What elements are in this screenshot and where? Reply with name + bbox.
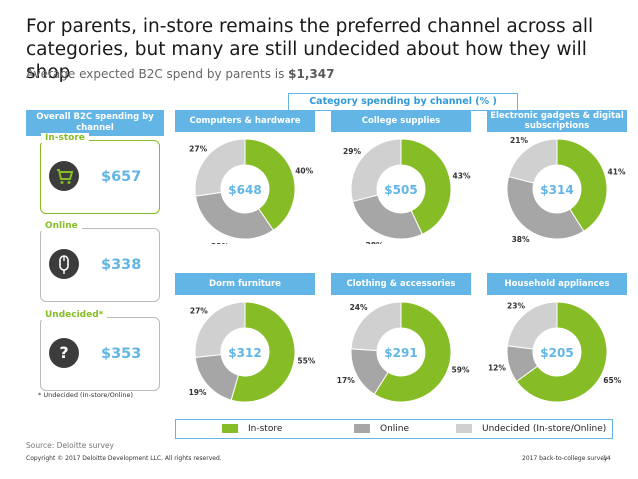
slice-label-online: 12%	[488, 363, 506, 372]
source-note: Source: Deloitte survey	[26, 441, 114, 450]
slice-label-in-store: 43%	[453, 171, 471, 180]
slice-label-in-store: 41%	[608, 168, 626, 177]
legend-item-undecided: Undecided (In-store/Online)	[456, 424, 606, 434]
donut-slice-undecided	[194, 301, 246, 358]
donut-chart-clothing: 59% 17% 24% $291	[337, 301, 470, 403]
slice-label-online: 17%	[337, 376, 355, 385]
slice-label-online: 32%	[211, 242, 229, 244]
chart-title-college-supplies: College supplies	[331, 110, 471, 132]
legend-swatch-in-store	[222, 424, 238, 433]
donut-slice-in-store	[373, 301, 452, 403]
chart-panel-clothing: Clothing & accessories 59% 17% 24% $291	[331, 273, 471, 407]
online-spend-card: Online $338	[40, 221, 160, 302]
chart-title-household: Household appliances	[487, 273, 627, 295]
undecided-spend-value: $353	[101, 346, 142, 362]
legend-label-in-store: In-store	[248, 424, 283, 434]
legend-label-undecided: Undecided (In-store/Online)	[482, 424, 607, 434]
slice-label-in-store: 55%	[297, 357, 315, 366]
chart-panel-college-supplies: College supplies 43% 28% 29% $505	[331, 110, 471, 244]
donut-chart-electronics: 41% 38% 21% $314	[506, 136, 626, 244]
donut-chart-computers: 40% 32% 27% $648	[189, 138, 314, 244]
donut-slice-in-store	[556, 138, 608, 232]
legend-swatch-undecided	[456, 424, 472, 433]
chart-legend: In-store Online Undecided (In-store/Onli…	[175, 419, 613, 439]
undecided-footnote: * Undecided (In-store/Online)	[38, 391, 134, 399]
shopping-cart-icon	[49, 161, 79, 191]
legend-label-online: Online	[380, 424, 410, 434]
chart-panel-computers: Computers & hardware 40% 32% 27% $648	[175, 110, 315, 244]
page-subtitle: Average expected B2C spend by parents is…	[26, 67, 334, 81]
donut-center-total: $505	[384, 183, 417, 197]
donut-center-total: $312	[228, 346, 261, 360]
slice-label-online: 28%	[366, 241, 384, 244]
question-icon: ?	[49, 338, 79, 368]
donut-slice-undecided	[194, 138, 246, 197]
slice-label-online: 19%	[189, 388, 207, 397]
chart-panel-household: Household appliances 65% 12% 23% $205	[487, 273, 627, 407]
undecided-spend-label: Undecided*	[41, 310, 108, 320]
legend-item-online: Online	[354, 424, 409, 434]
category-spending-header: Category spending by channel (% )	[288, 93, 518, 111]
donut-center-total: $205	[540, 346, 573, 360]
chart-title-clothing: Clothing & accessories	[331, 273, 471, 295]
donut-slice-undecided	[350, 301, 402, 352]
donut-center-total: $314	[540, 183, 573, 197]
page-title: For parents, in-store remains the prefer…	[26, 16, 594, 83]
slice-label-in-store: 65%	[603, 376, 621, 385]
mouse-icon	[49, 249, 79, 279]
donut-center-total: $291	[384, 346, 417, 360]
slice-label-online: 38%	[512, 235, 530, 244]
donut-slice-in-store	[244, 138, 296, 231]
slice-label-undecided: 27%	[189, 144, 207, 153]
donut-slice-in-store	[515, 301, 608, 403]
instore-spend-label: In-store	[41, 133, 89, 143]
report-name: 2017 back-to-college survey	[522, 455, 608, 462]
legend-item-in-store: In-store	[222, 424, 282, 434]
copyright-text: Copyright © 2017 Deloitte Development LL…	[26, 455, 222, 462]
chart-title-dorm-furniture: Dorm furniture	[175, 273, 315, 295]
donut-slice-online	[194, 191, 275, 240]
subtitle-amount: $1,347	[288, 67, 335, 81]
donut-slice-undecided	[507, 138, 558, 184]
page-number: 14	[603, 455, 611, 462]
slice-label-in-store: 59%	[452, 365, 470, 374]
instore-spend-value: $657	[101, 169, 142, 185]
online-spend-label: Online	[41, 221, 82, 231]
donut-chart-college-supplies: 43% 28% 29% $505	[343, 138, 471, 244]
donut-slice-in-store	[230, 301, 296, 403]
donut-slice-in-store	[400, 138, 452, 235]
overall-spending-header: Overall B2C spending by channel	[26, 110, 164, 136]
undecided-spend-card: Undecided* ? $353	[40, 310, 160, 391]
slice-label-undecided: 29%	[343, 147, 361, 156]
legend-swatch-online	[354, 424, 370, 433]
donut-slice-online	[506, 175, 585, 240]
slice-label-undecided: 27%	[190, 307, 208, 316]
instore-spend-card: In-store $657	[40, 133, 160, 214]
donut-slice-undecided	[506, 301, 558, 350]
chart-title-computers: Computers & hardware	[175, 110, 315, 132]
donut-chart-dorm-furniture: 55% 19% 27% $312	[189, 301, 315, 403]
slice-label-undecided: 21%	[510, 136, 528, 145]
donut-chart-household: 65% 12% 23% $205	[488, 301, 622, 403]
slice-label-undecided: 24%	[350, 303, 368, 312]
donut-slice-undecided	[350, 138, 402, 203]
slice-label-in-store: 40%	[295, 167, 313, 176]
subtitle-prefix: Average expected B2C spend by parents is	[26, 67, 289, 81]
slice-label-undecided: 23%	[507, 301, 525, 310]
donut-center-total: $648	[228, 183, 261, 197]
chart-panel-dorm-furniture: Dorm furniture 55% 19% 27% $312	[175, 273, 315, 407]
online-spend-value: $338	[101, 257, 142, 273]
chart-title-electronics: Electronic gadgets & digital subscriptio…	[487, 110, 627, 132]
donut-slice-online	[351, 194, 423, 240]
chart-panel-electronics: Electronic gadgets & digital subscriptio…	[487, 110, 627, 244]
